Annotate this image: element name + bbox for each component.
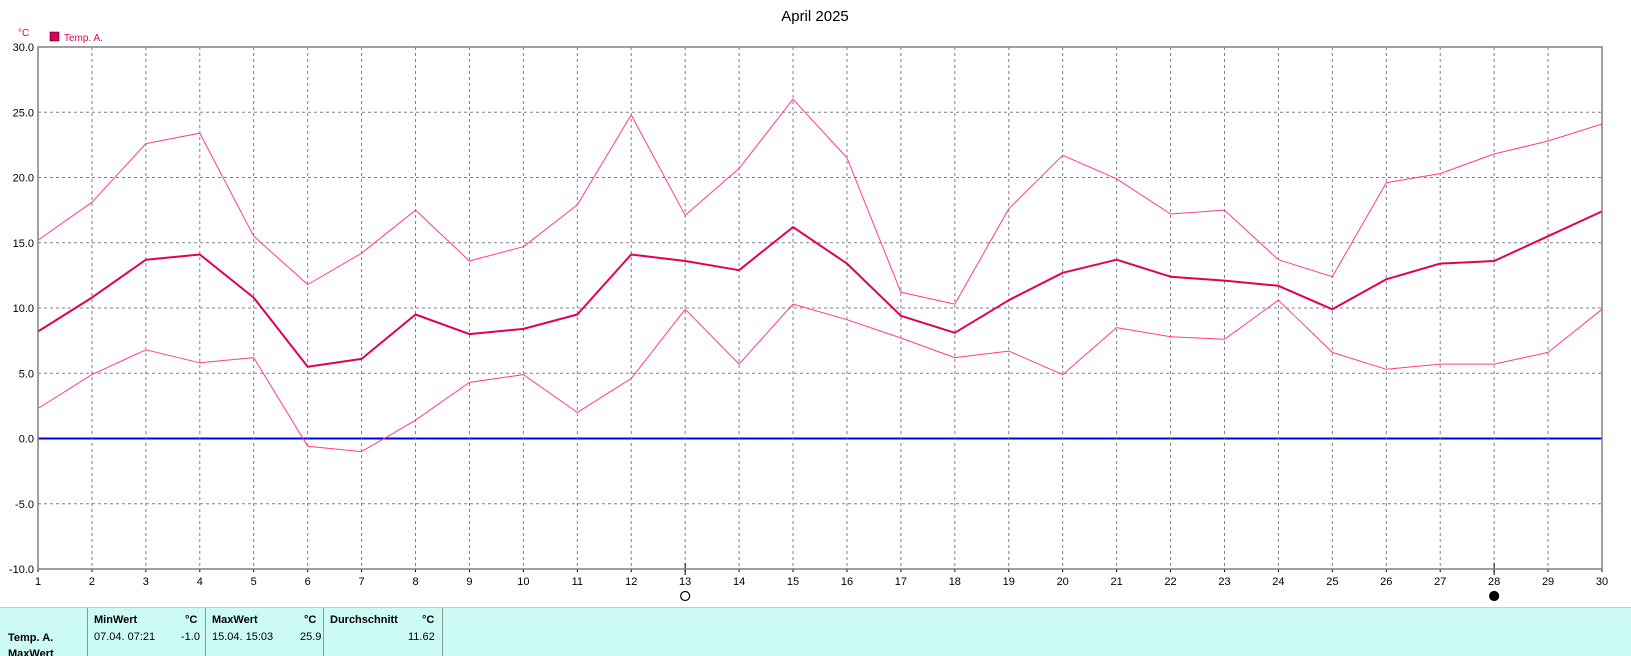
stats-avg-unit: °C	[422, 614, 435, 626]
x-tick-label: 16	[841, 576, 853, 588]
x-tick-label: 28	[1488, 576, 1500, 588]
stats-min-unit: °C	[185, 614, 198, 626]
x-tick-label: 23	[1218, 576, 1230, 588]
x-tick-label: 18	[949, 576, 961, 588]
full-moon-icon	[680, 590, 691, 602]
chart: April 2025 °C Temp. A. 30.025.020.015.01…	[9, 8, 1608, 602]
new-moon-icon	[1489, 590, 1500, 602]
stats-min-column: MinWert °C 07.04. 07:21 -1.0	[88, 608, 206, 656]
x-tick-label: 30	[1596, 576, 1608, 588]
x-tick-label: 9	[466, 576, 472, 588]
x-tick-label: 19	[1003, 576, 1015, 588]
x-tick-label: 21	[1110, 576, 1122, 588]
stats-min-header: MinWert	[94, 614, 138, 626]
series-line-min	[37, 299, 1603, 453]
x-tick-label: 8	[412, 576, 418, 588]
stats-max-value: 25.9	[300, 631, 322, 643]
x-tick-label: 24	[1272, 576, 1284, 588]
y-axis-unit: °C	[18, 28, 29, 39]
x-tick-label: 3	[143, 576, 149, 588]
ticks: 30.025.020.015.010.05.00.0-5.0-10.01 2 3 4 5…	[9, 42, 1608, 588]
x-tick-label: 6	[305, 576, 311, 588]
stats-max-time: 15.04. 15:03	[212, 631, 274, 643]
series	[37, 98, 1603, 453]
markers	[680, 563, 1500, 602]
x-tick-label: 10	[517, 576, 529, 588]
stats-min-value: -1.0	[181, 631, 200, 643]
stats-avg-value: 11.62	[408, 631, 435, 643]
y-tick-label: 5.0	[19, 368, 34, 380]
stats-label-column	[0, 608, 88, 656]
x-tick-label: 12	[625, 576, 637, 588]
stats-avg-column: Durchschnitt °C 11.62	[324, 608, 443, 656]
stats-max-column: MaxWert °C 15.04. 15:03 25.9	[206, 608, 324, 656]
y-tick-label: 20.0	[13, 173, 34, 185]
x-tick-label: 13	[679, 576, 691, 588]
series-line-avg	[37, 210, 1603, 368]
legend-label: Temp. A.	[64, 33, 103, 44]
x-tick-label: 25	[1326, 576, 1338, 588]
y-tick-label: -10.0	[9, 564, 34, 576]
y-tick-label: 10.0	[13, 303, 34, 315]
x-tick-label: 26	[1380, 576, 1392, 588]
x-tick-label: 4	[197, 576, 203, 588]
y-tick-label: 30.0	[13, 42, 34, 54]
stats-avg-header: Durchschnitt	[330, 614, 398, 626]
stats-row-label-max: MaxWert	[8, 648, 54, 656]
x-tick-label: 15	[787, 576, 799, 588]
x-tick-label: 14	[733, 576, 745, 588]
x-tick-label: 27	[1434, 576, 1446, 588]
x-tick-label: 1	[35, 576, 41, 588]
grid	[38, 47, 1602, 569]
x-tick-label: 22	[1164, 576, 1176, 588]
stats-max-header: MaxWert	[212, 614, 258, 626]
chart-title: April 2025	[781, 8, 849, 25]
series-line-max	[37, 98, 1603, 305]
stats-panel: Temp. A. MaxWert MinWert °C 07.04. 07:21…	[0, 607, 1631, 656]
x-tick-label: 7	[359, 576, 365, 588]
x-tick-label: 17	[895, 576, 907, 588]
y-tick-label: 15.0	[13, 238, 34, 250]
y-tick-label: 0.0	[19, 434, 34, 446]
legend-swatch	[49, 31, 60, 42]
x-tick-label: 20	[1057, 576, 1069, 588]
y-tick-label: 25.0	[13, 107, 34, 119]
stats-max-unit: °C	[304, 614, 317, 626]
x-tick-label: 29	[1542, 576, 1554, 588]
stats-row-label-temp: Temp. A.	[8, 632, 54, 644]
x-tick-label: 11	[572, 576, 583, 588]
x-tick-label: 2	[89, 576, 95, 588]
plot-frame	[37, 46, 1603, 570]
y-tick-label: -5.0	[15, 499, 34, 511]
x-tick-label: 5	[251, 576, 257, 588]
stats-min-time: 07.04. 07:21	[94, 631, 156, 643]
